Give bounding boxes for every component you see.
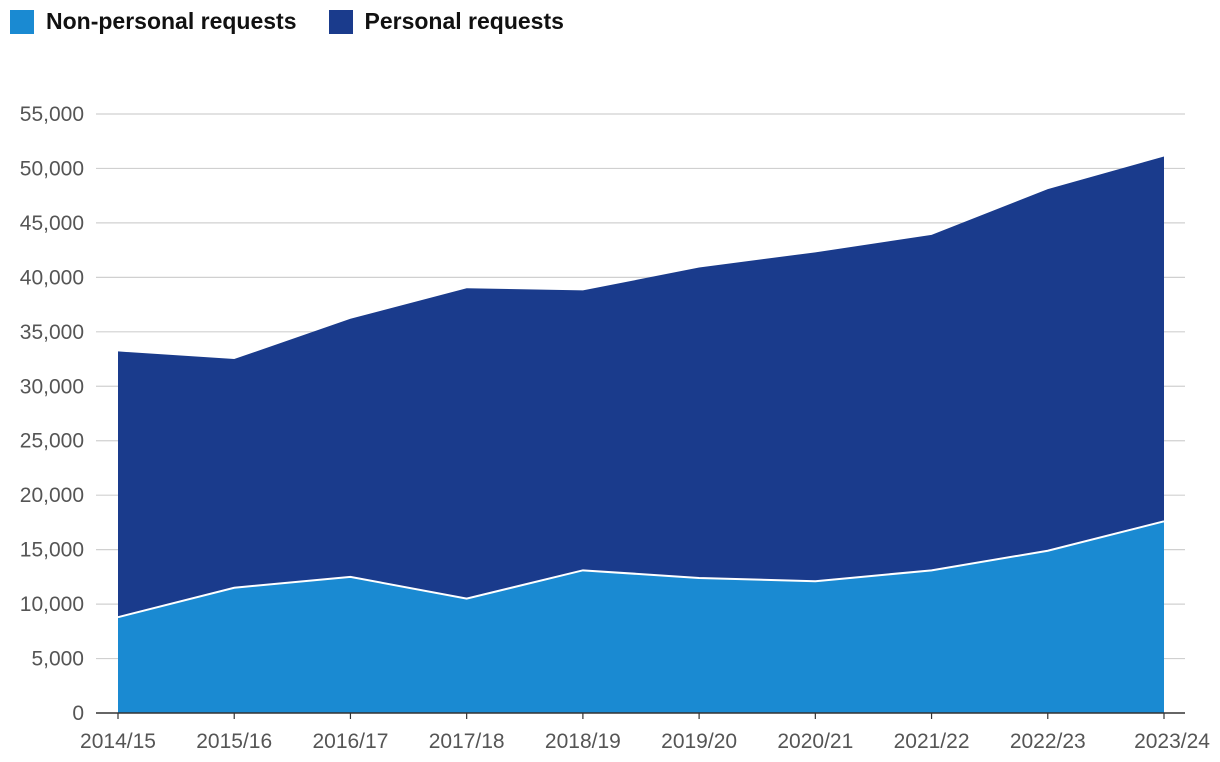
x-tick-label-3: 2017/18 [429,730,505,753]
x-tick-label-0: 2014/15 [80,730,156,753]
x-tick-label-4: 2018/19 [545,730,621,753]
y-tick-label-9: 45,000 [20,212,84,235]
tick-labels: 0 5,000 10,000 15,000 20,000 25,000 30,000 35,0… [20,103,1211,753]
legend-swatch-non-personal [10,9,34,34]
y-tick-label-4: 20,000 [20,484,84,507]
x-tick-label-7: 2021/22 [894,730,970,753]
area-series [117,156,1165,713]
legend-swatch-personal [328,9,353,34]
x-tick-label-8: 2022/23 [1010,730,1086,753]
y-tick-label-0: 0 [72,702,84,725]
y-tick-label-5: 25,000 [20,430,84,453]
y-tick-label-2: 10,000 [20,593,84,616]
y-tick-label-7: 35,000 [20,321,84,344]
x-tick-label-9: 2023/24 [1134,730,1210,753]
y-tick-label-10: 50,000 [20,157,84,180]
y-tick-label-8: 40,000 [20,266,84,289]
x-tick-label-2: 2016/17 [312,730,388,753]
legend-item-personal[interactable]: Personal requests [328,8,564,35]
y-tick-label-1: 5,000 [31,648,84,671]
legend: Non-personal requests Personal requests [10,8,564,35]
series-boundary-line [117,520,1165,619]
area-personal [118,156,1164,618]
y-tick-label-6: 30,000 [20,375,84,398]
area-non-personal [118,521,1164,713]
x-tick-label-1: 2015/16 [196,730,272,753]
x-tick-label-6: 2020/21 [777,730,853,753]
x-tick-label-5: 2019/20 [661,730,737,753]
y-tick-label-11: 55,000 [20,103,84,126]
y-tick-label-3: 15,000 [20,539,84,562]
legend-label-non-personal: Non-personal requests [46,8,297,34]
legend-item-non-personal[interactable]: Non-personal requests [10,8,297,35]
legend-label-personal: Personal requests [364,8,564,34]
axes [96,712,1185,719]
